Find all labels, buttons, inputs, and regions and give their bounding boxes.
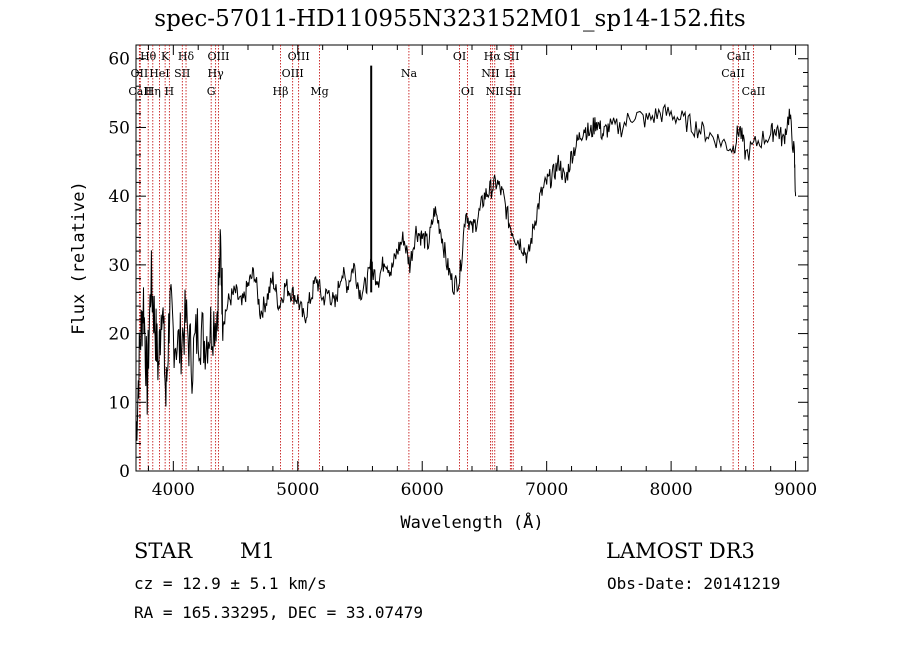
x-tick-label: 4000 [152, 480, 195, 500]
emission-line-label: OIII [207, 50, 229, 63]
object-class: STAR [134, 539, 193, 563]
chart-title: spec-57011-HD110955N323152M01_sp14-152.f… [154, 6, 746, 32]
x-tick-label: 7000 [525, 480, 568, 500]
coordinates: RA = 165.33295, DEC = 33.07479 [134, 603, 423, 622]
emission-line-label: CaII [727, 50, 751, 63]
subclass: M1 [240, 539, 275, 563]
emission-line-label: Hθ [140, 50, 157, 63]
emission-line-label: SII [174, 67, 190, 80]
emission-line-label: Hγ [208, 67, 225, 80]
x-tick-label: 8000 [649, 480, 692, 500]
y-tick-label: 20 [108, 325, 130, 345]
y-tick-label: 10 [108, 393, 130, 413]
x-tick-label: 5000 [276, 480, 319, 500]
emission-line-label: Hα [484, 50, 502, 63]
emission-line-label: SII [503, 50, 519, 63]
emission-line-label: Hβ [273, 85, 289, 98]
emission-line-label: OI [453, 50, 466, 63]
y-axis-label: Flux (relative) [69, 181, 89, 335]
emission-line-label: CaII [742, 85, 766, 98]
y-axis-ticks: 0 10 20 30 40 50 60 [108, 50, 808, 482]
emission-line-label: Li [505, 67, 516, 80]
emission-line-label: K [161, 50, 170, 63]
emission-line-label: HeI [149, 67, 169, 80]
x-tick-label: 9000 [774, 480, 817, 500]
plot-frame [135, 44, 809, 472]
y-tick-label: 50 [108, 118, 130, 138]
spectrum-line [135, 103, 797, 441]
spectrum-series [135, 65, 797, 441]
emission-line-label: OI [461, 85, 474, 98]
emission-line-label: Na [401, 67, 418, 80]
x-axis-ticks: 4000 5000 6000 7000 8000 9000 [147, 45, 817, 500]
emission-line-label: OII [131, 67, 149, 80]
emission-line-label: CaII [128, 85, 152, 98]
emission-line-label: H [165, 85, 175, 98]
emission-line-label: NII [486, 85, 504, 98]
y-tick-label: 60 [108, 50, 130, 70]
emission-line-label: CaII [721, 67, 745, 80]
y-tick-label: 0 [119, 462, 130, 482]
y-tick-label: 40 [108, 187, 130, 207]
emission-line-label: OIII [282, 67, 304, 80]
y-tick-label: 30 [108, 256, 130, 276]
emission-line-label: NII [481, 67, 499, 80]
survey-name: LAMOST DR3 [606, 539, 755, 563]
emission-line-label: Hδ [178, 50, 195, 63]
emission-line-markers [138, 45, 754, 471]
x-tick-label: 6000 [401, 480, 444, 500]
emission-line-label: OIII [288, 50, 310, 63]
x-axis-label: Wavelength (Å) [400, 511, 543, 533]
redshift-text: cz = 12.9 ± 5.1 km/s [134, 574, 327, 593]
emission-line-label: SII [505, 85, 521, 98]
emission-line-label: Mg [310, 85, 328, 98]
obs-date: Obs-Date: 20141219 [607, 574, 781, 593]
emission-line-label: G [207, 85, 216, 98]
emission-line-label: Hη [145, 85, 161, 98]
